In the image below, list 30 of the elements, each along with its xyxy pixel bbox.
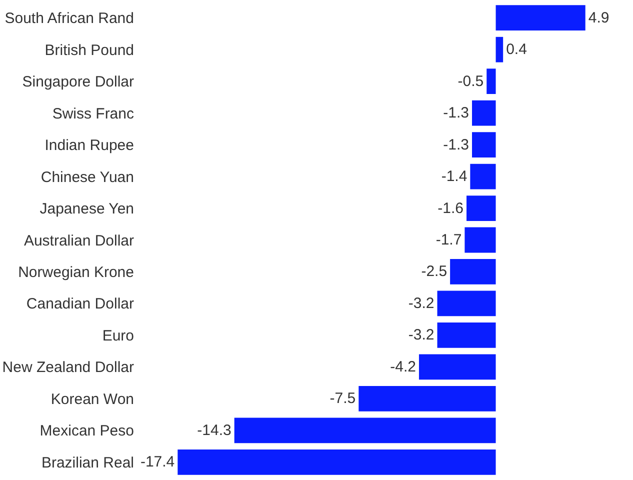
y-tick-label: British Pound [44,42,134,59]
data-label: -1.3 [443,104,469,122]
y-tick-label: Indian Rupee [44,137,134,154]
data-label: -17.4 [140,454,175,471]
data-label: -7.5 [330,390,356,408]
y-tick-label: Euro [102,327,134,344]
y-tick-label: Australian Dollar [24,232,134,250]
y-tick-label: Brazilian Real [41,454,134,472]
data-label: 0.4 [506,41,527,58]
data-label: 4.9 [588,9,610,26]
data-label: -4.2 [390,358,416,376]
y-tick-label: Norwegian Krone [18,264,134,281]
data-label: -1.7 [436,232,462,248]
data-label: -3.2 [408,294,434,312]
data-label: -1.4 [441,168,468,186]
data-label: -1.3 [443,136,469,154]
data-label: -0.5 [458,72,484,90]
y-tick-label: Korean Won [50,390,134,408]
y-tick-label: New Zealand Dollar [2,359,134,376]
data-label: -14.3 [197,422,232,439]
data-label: -3.2 [408,326,434,344]
y-tick-label: South African Rand [4,10,134,28]
y-tick-label: Chinese Yuan [40,168,134,186]
y-tick-label: Canadian Dollar [26,296,134,313]
data-label: -2.5 [421,263,448,280]
y-tick-label: Mexican Peso [40,422,134,440]
y-tick-label: Singapore Dollar [22,74,134,91]
y-tick-label: Swiss Franc [52,105,134,122]
y-tick-label: Japanese Yen [40,200,134,218]
data-label: -1.6 [438,200,464,217]
